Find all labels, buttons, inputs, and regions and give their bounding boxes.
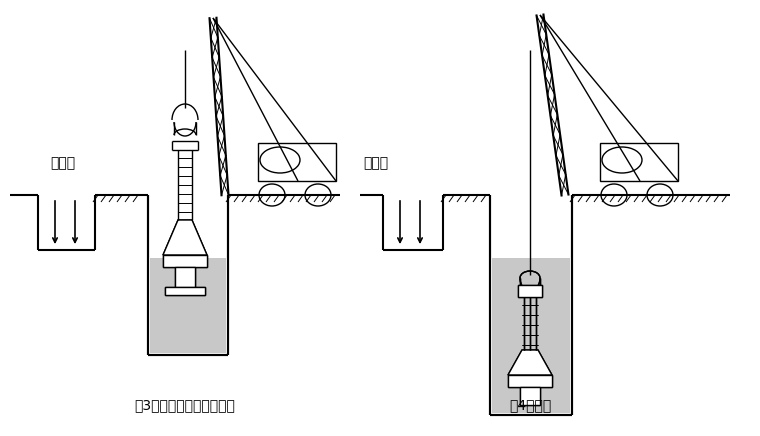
Bar (520, 387, 540, 405)
Polygon shape (163, 220, 207, 255)
Bar (163, 255, 207, 267)
Bar (165, 287, 205, 295)
Bar (258, 143, 336, 181)
Text: 泥浆池: 泥浆池 (363, 156, 388, 170)
Bar (175, 267, 195, 287)
Text: （3）钻机就位、泥浆制备: （3）钻机就位、泥浆制备 (135, 398, 236, 412)
Bar (518, 285, 542, 297)
Bar (492, 258, 570, 413)
Bar (508, 375, 552, 387)
Polygon shape (508, 350, 552, 375)
Bar (518, 285, 542, 297)
Bar (600, 143, 678, 181)
Polygon shape (163, 220, 207, 255)
Bar (520, 387, 540, 405)
Bar (163, 255, 207, 267)
Bar (165, 287, 205, 295)
Polygon shape (508, 350, 552, 375)
Text: （4）钻进: （4）钻进 (509, 398, 551, 412)
Text: 泥浆池: 泥浆池 (50, 156, 75, 170)
Bar (175, 267, 195, 287)
Bar (150, 258, 226, 353)
Bar (508, 375, 552, 387)
